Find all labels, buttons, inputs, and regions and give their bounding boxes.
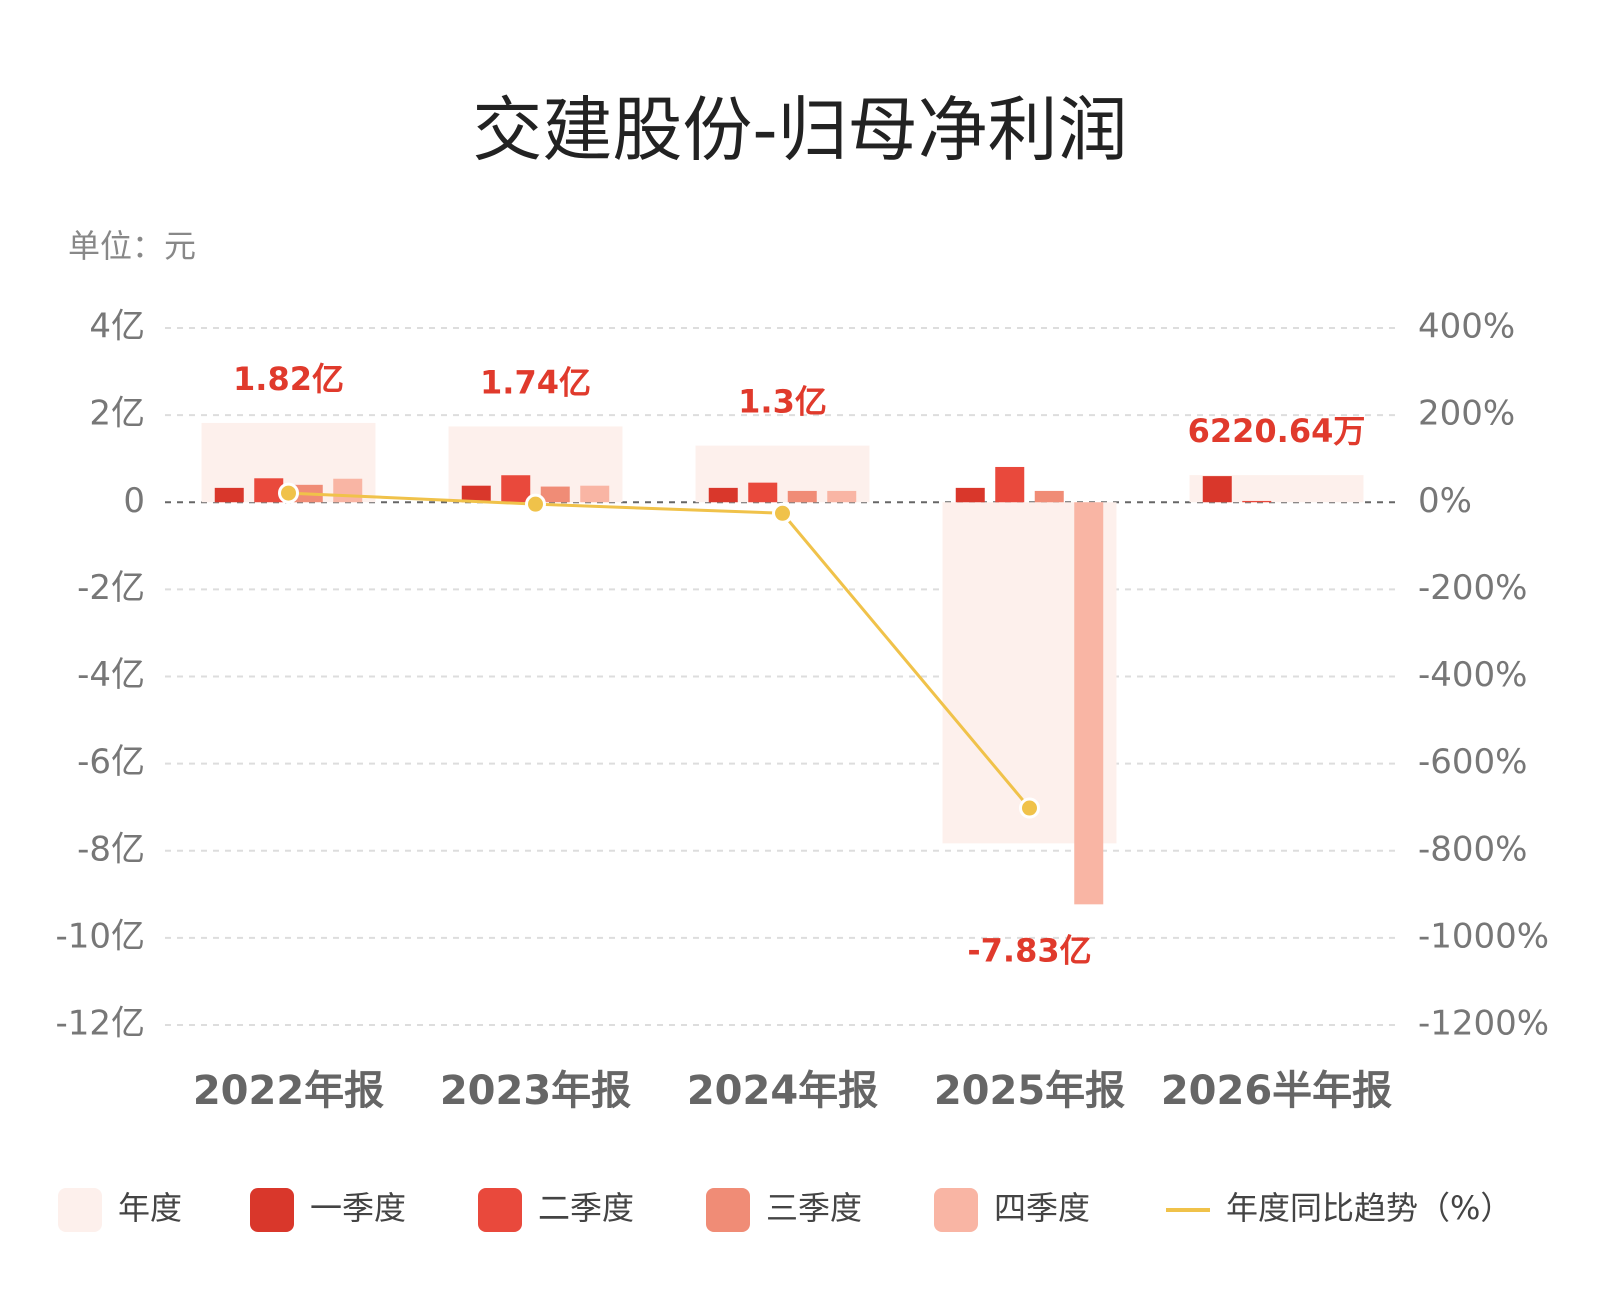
quarter-bar: [1034, 490, 1064, 503]
quarter-bar: [1242, 500, 1272, 503]
y2-tick-label: -800%: [1418, 829, 1527, 869]
x-tick-label: 2022年报: [193, 1068, 384, 1114]
x-tick-label: 2024年报: [687, 1068, 878, 1114]
legend-label: 年度同比趋势（%）: [1226, 1189, 1512, 1227]
x-tick-label: 2026半年报: [1161, 1068, 1392, 1114]
value-label: 1.3亿: [738, 383, 827, 421]
y2-tick-label: -200%: [1418, 568, 1527, 608]
legend-label: 三季度: [766, 1189, 862, 1227]
quarter-bar: [787, 490, 817, 503]
y2-tick-label: -600%: [1418, 742, 1527, 782]
quarter-bar: [254, 478, 284, 503]
chart-title: 交建股份-归母净利润: [472, 89, 1127, 171]
legend-swatch: [58, 1188, 102, 1232]
y-tick-label: -2亿: [77, 568, 145, 608]
quarter-bar: [333, 478, 363, 503]
legend-swatch: [934, 1188, 978, 1232]
value-label: 6220.64万: [1188, 412, 1366, 450]
quarter-bar: [708, 487, 738, 503]
unit-label: 单位：元: [68, 227, 196, 265]
y2-tick-label: 200%: [1418, 394, 1515, 434]
quarter-bar: [1074, 502, 1104, 905]
quarter-bar: [501, 475, 531, 503]
y2-tick-label: -1000%: [1418, 916, 1549, 956]
y-tick-label: 0: [123, 481, 145, 521]
x-tick-label: 2025年报: [934, 1068, 1125, 1114]
y-tick-label: 4亿: [89, 307, 145, 347]
quarter-bar: [748, 482, 778, 503]
legend-swatch: [706, 1188, 750, 1232]
quarter-bar: [461, 485, 491, 503]
y2-tick-label: -400%: [1418, 655, 1527, 695]
y2-tick-label: -1200%: [1418, 1004, 1549, 1044]
x-tick-label: 2023年报: [440, 1068, 631, 1114]
quarter-bar: [955, 487, 985, 503]
quarter-bar: [827, 490, 857, 503]
legend-label: 二季度: [538, 1189, 634, 1227]
quarter-bar: [995, 466, 1025, 503]
value-label: 1.82亿: [233, 360, 344, 398]
quarter-bar: [580, 485, 610, 503]
legend-swatch: [250, 1188, 294, 1232]
y-tick-label: -10亿: [55, 916, 145, 956]
quarter-bar: [214, 487, 244, 503]
legend-label: 年度: [118, 1189, 182, 1227]
trend-point: [1019, 797, 1040, 819]
trend-point: [278, 482, 299, 504]
value-label: -7.83亿: [967, 931, 1091, 969]
quarter-bar: [1202, 476, 1232, 503]
legend-label: 四季度: [994, 1189, 1090, 1227]
y-tick-label: -6亿: [77, 742, 145, 782]
y-tick-label: -12亿: [55, 1004, 145, 1044]
trend-line: [288, 491, 1031, 810]
trend-point: [772, 502, 793, 524]
quarter-bar: [540, 486, 570, 503]
trend-point: [525, 493, 546, 515]
y2-tick-label: 400%: [1418, 307, 1515, 347]
y-tick-label: -8亿: [77, 829, 145, 869]
y2-tick-label: 0%: [1418, 481, 1472, 521]
value-label: 1.74亿: [480, 363, 591, 401]
y-tick-label: 2亿: [89, 394, 145, 434]
y-tick-label: -4亿: [77, 655, 145, 695]
legend-label: 一季度: [310, 1189, 406, 1227]
legend-swatch: [478, 1188, 522, 1232]
